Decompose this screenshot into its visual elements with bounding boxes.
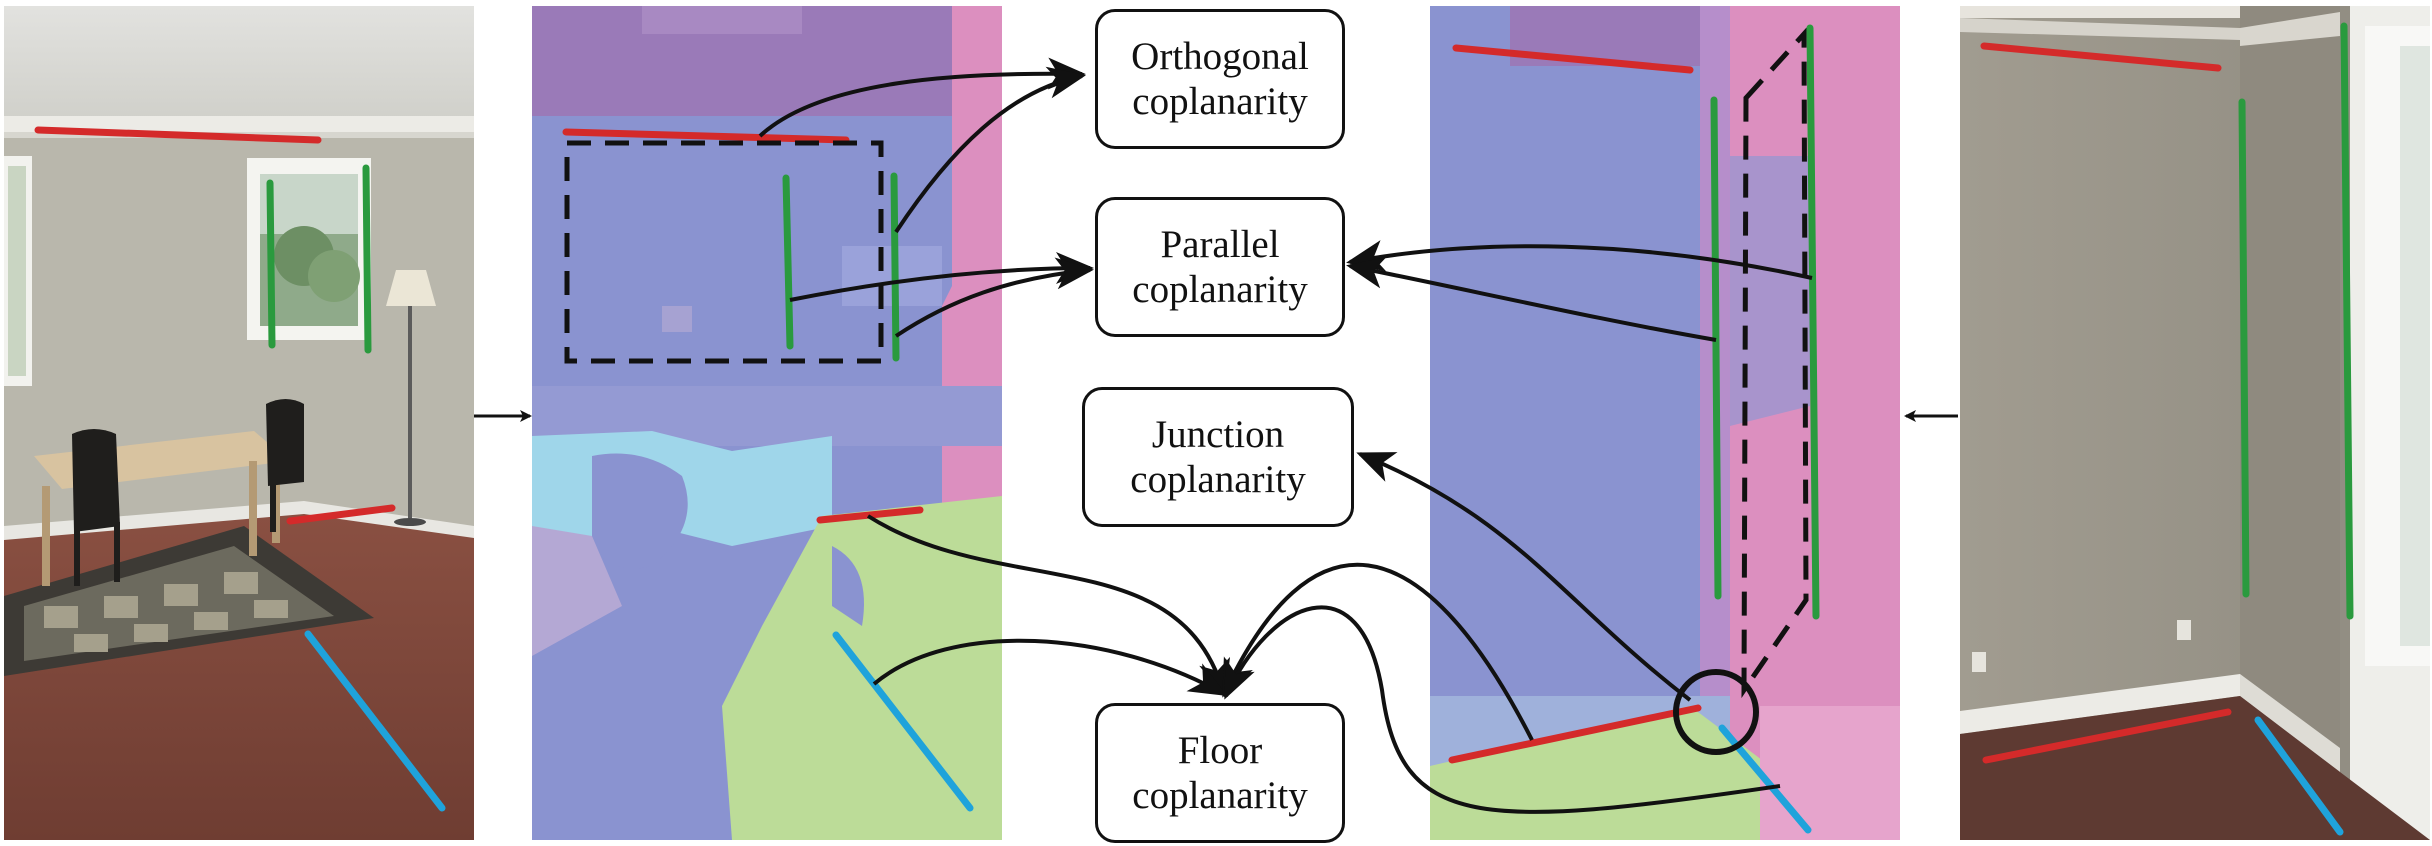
living-room-photo xyxy=(4,6,474,840)
room-corner-photo xyxy=(1960,6,2430,840)
floor-coplanarity-label: Floor coplanarity xyxy=(1095,703,1345,843)
orthogonal-coplanarity-label: Orthogonal coplanarity xyxy=(1095,9,1345,149)
left-segmentation-map xyxy=(532,6,1002,840)
parallel-coplanarity-label: Parallel coplanarity xyxy=(1095,197,1345,337)
right-segmentation-map xyxy=(1430,6,1900,840)
junction-coplanarity-label: Junction coplanarity xyxy=(1082,387,1354,527)
